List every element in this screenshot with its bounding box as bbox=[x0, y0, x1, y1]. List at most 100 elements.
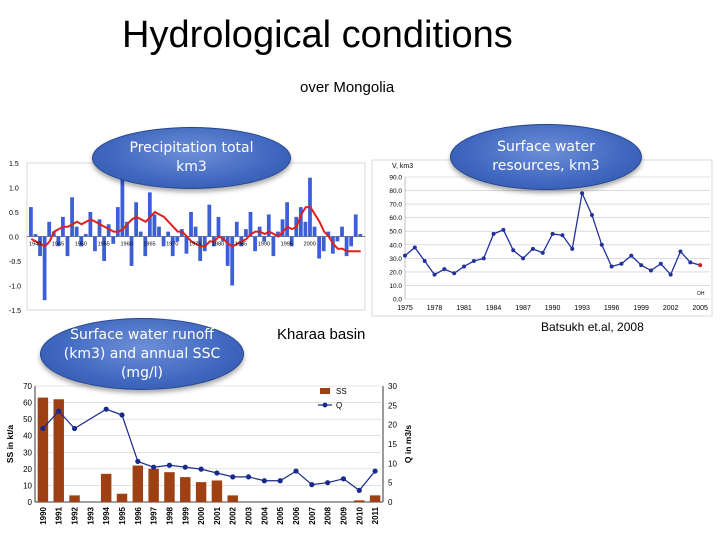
surface-water-point bbox=[412, 245, 417, 250]
x-tick-label: 1950 bbox=[75, 242, 87, 248]
surface-water-point bbox=[580, 191, 585, 196]
x-tick-label: 1984 bbox=[486, 305, 502, 312]
x-tick-label: 2005 bbox=[692, 305, 708, 312]
precip-bar bbox=[79, 236, 84, 247]
surface-water-point bbox=[589, 212, 594, 217]
x-tick-label: 1955 bbox=[98, 242, 110, 248]
ss-bar bbox=[116, 493, 128, 502]
x-tick-label: 1990 bbox=[545, 305, 561, 312]
surface-water-point bbox=[452, 271, 457, 276]
q-point bbox=[230, 474, 236, 480]
x-tick-label: 2007 bbox=[308, 506, 317, 524]
x-tick-label: 1940 bbox=[29, 242, 41, 248]
q-point bbox=[309, 482, 315, 488]
x-tick-label: 2002 bbox=[663, 305, 679, 312]
x-tick-label: 1987 bbox=[515, 305, 531, 312]
surface-water-point bbox=[432, 272, 437, 277]
precip-bar bbox=[317, 236, 322, 259]
precip-bar bbox=[143, 236, 148, 257]
q-point bbox=[372, 468, 378, 474]
precipitation-label-text: Precipitation total km3 bbox=[129, 140, 254, 175]
x-tick-label: 1998 bbox=[165, 506, 174, 524]
precip-bar bbox=[353, 214, 358, 237]
surface-water-point bbox=[511, 248, 516, 253]
x-tick-label: 1980 bbox=[212, 242, 224, 248]
x-tick-label: 2004 bbox=[260, 506, 269, 524]
y-tick-label: 30.0 bbox=[389, 256, 402, 263]
ss-bar bbox=[211, 480, 223, 502]
q-point bbox=[325, 480, 331, 486]
surface-water-point bbox=[481, 256, 486, 261]
surface-water-point bbox=[599, 242, 604, 247]
q-point bbox=[340, 476, 347, 482]
y2-tick-label: 10 bbox=[388, 459, 397, 468]
precip-bar bbox=[138, 231, 143, 237]
precip-bar bbox=[120, 172, 125, 237]
precip-bar bbox=[262, 236, 267, 242]
q-point bbox=[119, 412, 125, 418]
precip-bar bbox=[88, 212, 93, 237]
precip-bar bbox=[102, 236, 106, 261]
slide-subtitle: over Mongolia bbox=[300, 79, 395, 96]
q-point bbox=[135, 458, 141, 464]
x-tick-label: 1995 bbox=[118, 506, 127, 524]
y-tick-label: 40.0 bbox=[389, 242, 402, 249]
precip-bar bbox=[38, 236, 42, 257]
ss-bar bbox=[164, 472, 175, 502]
precip-bar bbox=[321, 236, 326, 252]
y-axis-label: SS in kt/a bbox=[5, 425, 15, 464]
precip-bar bbox=[280, 219, 285, 237]
y-tick-label: 70.0 bbox=[389, 202, 402, 209]
x-tick-label: 1975 bbox=[189, 242, 201, 248]
ss-bar bbox=[69, 495, 80, 502]
legend-q-marker bbox=[322, 402, 328, 408]
surface-water-point bbox=[521, 256, 526, 261]
ss-bar bbox=[37, 397, 49, 502]
ss-bar bbox=[354, 500, 365, 502]
q-point bbox=[103, 406, 109, 412]
x-tick-label: 2000 bbox=[197, 506, 206, 524]
precip-bar bbox=[276, 231, 280, 237]
precip-bar bbox=[170, 236, 175, 257]
x-tick-label: 2000 bbox=[304, 242, 316, 248]
surface-water-point bbox=[442, 267, 447, 272]
x-tick-label: 1960 bbox=[121, 242, 133, 248]
q-point bbox=[261, 478, 267, 484]
precip-bar bbox=[83, 234, 88, 237]
surface-water-point bbox=[619, 261, 624, 266]
precip-bar bbox=[111, 236, 116, 244]
y-tick-label: 80.0 bbox=[389, 188, 402, 195]
y-tick-label: 0.5 bbox=[9, 210, 19, 217]
precip-bar bbox=[184, 236, 189, 254]
y2-tick-label: 20 bbox=[388, 421, 397, 430]
surface-water-point bbox=[422, 259, 427, 264]
x-tick-label: 2011 bbox=[371, 506, 380, 524]
surface-water-point bbox=[629, 253, 634, 258]
precip-bar bbox=[147, 192, 152, 237]
surface-water-point bbox=[501, 227, 506, 232]
surface-water-point bbox=[462, 264, 467, 269]
x-tick-label: 1975 bbox=[397, 305, 413, 312]
q-point bbox=[214, 470, 220, 476]
ss-bar bbox=[53, 399, 64, 502]
q-point bbox=[71, 425, 78, 432]
q-line bbox=[42, 408, 376, 492]
surface-water-point bbox=[530, 246, 535, 251]
precip-bar bbox=[358, 234, 363, 237]
precip-bar bbox=[225, 236, 230, 266]
precip-bar bbox=[266, 214, 271, 237]
y-tick-label: -1.5 bbox=[9, 308, 21, 315]
x-tick-label: 1985 bbox=[235, 242, 247, 248]
precip-bar bbox=[56, 236, 61, 247]
x-tick-label: 1995 bbox=[281, 242, 293, 248]
precip-bar bbox=[253, 236, 257, 252]
precip-bar bbox=[93, 236, 97, 252]
x-tick-label: 1990 bbox=[39, 506, 48, 524]
x-tick-label: 2005 bbox=[276, 506, 285, 524]
ss-bar bbox=[180, 477, 191, 502]
precip-bar bbox=[244, 229, 248, 237]
x-tick-label: 1991 bbox=[55, 506, 64, 524]
precip-bar bbox=[29, 207, 33, 237]
